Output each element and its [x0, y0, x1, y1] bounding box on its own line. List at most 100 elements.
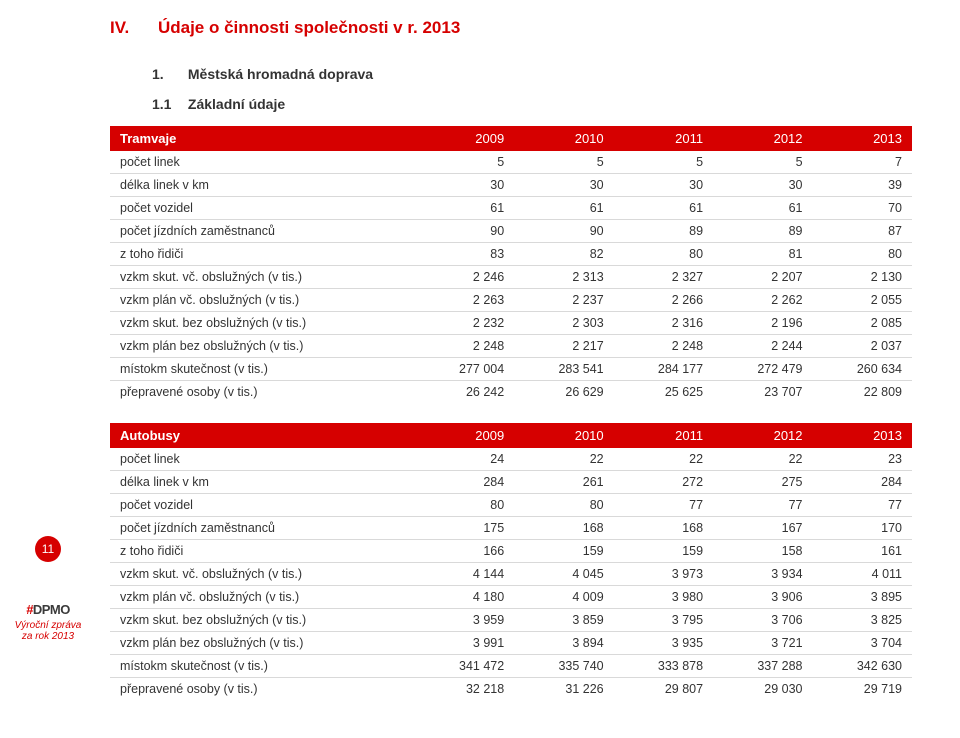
row-value: 2 266	[614, 289, 713, 312]
row-value: 161	[813, 540, 912, 563]
row-value: 39	[813, 174, 912, 197]
table-row: z toho řidiči8382808180	[110, 243, 912, 266]
row-value: 77	[713, 494, 812, 517]
table-row: vzkm plán bez obslužných (v tis.)3 9913 …	[110, 632, 912, 655]
row-value: 30	[514, 174, 613, 197]
row-value: 4 144	[415, 563, 514, 586]
row-value: 32 218	[415, 678, 514, 701]
row-value: 341 472	[415, 655, 514, 678]
row-value: 158	[713, 540, 812, 563]
row-label: vzkm plán bez obslužných (v tis.)	[110, 335, 415, 358]
row-value: 5	[415, 151, 514, 174]
row-value: 29 719	[813, 678, 912, 701]
table-row: počet jízdních zaměstnanců17516816816717…	[110, 517, 912, 540]
row-value: 77	[813, 494, 912, 517]
row-value: 3 894	[514, 632, 613, 655]
row-value: 89	[614, 220, 713, 243]
row-label: vzkm plán vč. obslužných (v tis.)	[110, 586, 415, 609]
row-value: 2 262	[713, 289, 812, 312]
row-value: 4 009	[514, 586, 613, 609]
row-value: 2 055	[813, 289, 912, 312]
table-header-label: Tramvaje	[110, 126, 415, 151]
table-header-year: 2011	[614, 126, 713, 151]
row-value: 4 011	[813, 563, 912, 586]
row-value: 61	[713, 197, 812, 220]
table-row: přepravené osoby (v tis.)26 24226 62925 …	[110, 381, 912, 404]
row-value: 70	[813, 197, 912, 220]
tramvaje-table-head: Tramvaje20092010201120122013	[110, 126, 912, 151]
table-row: vzkm skut. vč. obslužných (v tis.)4 1444…	[110, 563, 912, 586]
row-label: místokm skutečnost (v tis.)	[110, 655, 415, 678]
table-header-year: 2010	[514, 126, 613, 151]
row-label: délka linek v km	[110, 174, 415, 197]
row-value: 170	[813, 517, 912, 540]
row-value: 2 037	[813, 335, 912, 358]
row-label: vzkm skut. vč. obslužných (v tis.)	[110, 563, 415, 586]
row-value: 337 288	[713, 655, 812, 678]
row-value: 31 226	[514, 678, 613, 701]
row-value: 80	[813, 243, 912, 266]
table-header-year: 2009	[415, 126, 514, 151]
table-row: délka linek v km284261272275284	[110, 471, 912, 494]
row-value: 2 316	[614, 312, 713, 335]
row-value: 77	[614, 494, 713, 517]
row-label: vzkm skut. bez obslužných (v tis.)	[110, 609, 415, 632]
row-value: 22	[614, 448, 713, 471]
row-value: 277 004	[415, 358, 514, 381]
subheading-1-label: Městská hromadná doprava	[188, 66, 373, 82]
row-value: 22 809	[813, 381, 912, 404]
table-row: vzkm skut. bez obslužných (v tis.)3 9593…	[110, 609, 912, 632]
row-value: 275	[713, 471, 812, 494]
table-row: vzkm plán vč. obslužných (v tis.)2 263 2 …	[110, 289, 912, 312]
table-header-year: 2013	[813, 423, 912, 448]
row-value: 23 707	[713, 381, 812, 404]
row-value: 3 721	[713, 632, 812, 655]
footer-line-2: za rok 2013	[6, 631, 90, 642]
row-value: 2 244	[713, 335, 812, 358]
row-value: 4 180	[415, 586, 514, 609]
row-value: 2 217	[514, 335, 613, 358]
table-row: počet linek55557	[110, 151, 912, 174]
row-value: 30	[713, 174, 812, 197]
row-value: 7	[813, 151, 912, 174]
table-row: vzkm plán bez obslužných (v tis.)2 2482 …	[110, 335, 912, 358]
row-value: 159	[614, 540, 713, 563]
section-title: Údaje o činnosti společnosti v r. 2013	[158, 18, 460, 37]
table-row: přepravené osoby (v tis.)32 21831 22629 …	[110, 678, 912, 701]
subheading-2-num: 1.1	[152, 96, 184, 112]
section-number: IV.	[110, 18, 129, 37]
row-value: 2 313	[514, 266, 613, 289]
row-value: 26 242	[415, 381, 514, 404]
row-value: 4 045	[514, 563, 613, 586]
row-label: z toho řidiči	[110, 540, 415, 563]
row-value: 30	[415, 174, 514, 197]
row-label: vzkm plán bez obslužných (v tis.)	[110, 632, 415, 655]
row-value: 82	[514, 243, 613, 266]
row-value: 167	[713, 517, 812, 540]
row-label: vzkm plán vč. obslužných (v tis.)	[110, 289, 415, 312]
row-value: 83	[415, 243, 514, 266]
row-value: 2 263	[415, 289, 514, 312]
row-label: počet linek	[110, 448, 415, 471]
row-value: 89	[713, 220, 812, 243]
subheading-2-label: Základní údaje	[188, 96, 285, 112]
table-row: počet vozidel8080777777	[110, 494, 912, 517]
table-header-year: 2012	[713, 126, 812, 151]
row-value: 3 991	[415, 632, 514, 655]
row-value: 24	[415, 448, 514, 471]
row-value: 61	[415, 197, 514, 220]
row-value: 284	[415, 471, 514, 494]
row-value: 26 629	[514, 381, 613, 404]
table-header-year: 2010	[514, 423, 613, 448]
row-value: 22	[713, 448, 812, 471]
row-value: 3 959	[415, 609, 514, 632]
row-value: 22	[514, 448, 613, 471]
row-value: 3 935	[614, 632, 713, 655]
row-value: 3 973	[614, 563, 713, 586]
row-value: 3 906	[713, 586, 812, 609]
row-value: 284	[813, 471, 912, 494]
row-value: 2 130	[813, 266, 912, 289]
row-value: 175	[415, 517, 514, 540]
autobusy-table-head: Autobusy20092010201120122013	[110, 423, 912, 448]
logo-text: DPMO	[33, 602, 70, 617]
